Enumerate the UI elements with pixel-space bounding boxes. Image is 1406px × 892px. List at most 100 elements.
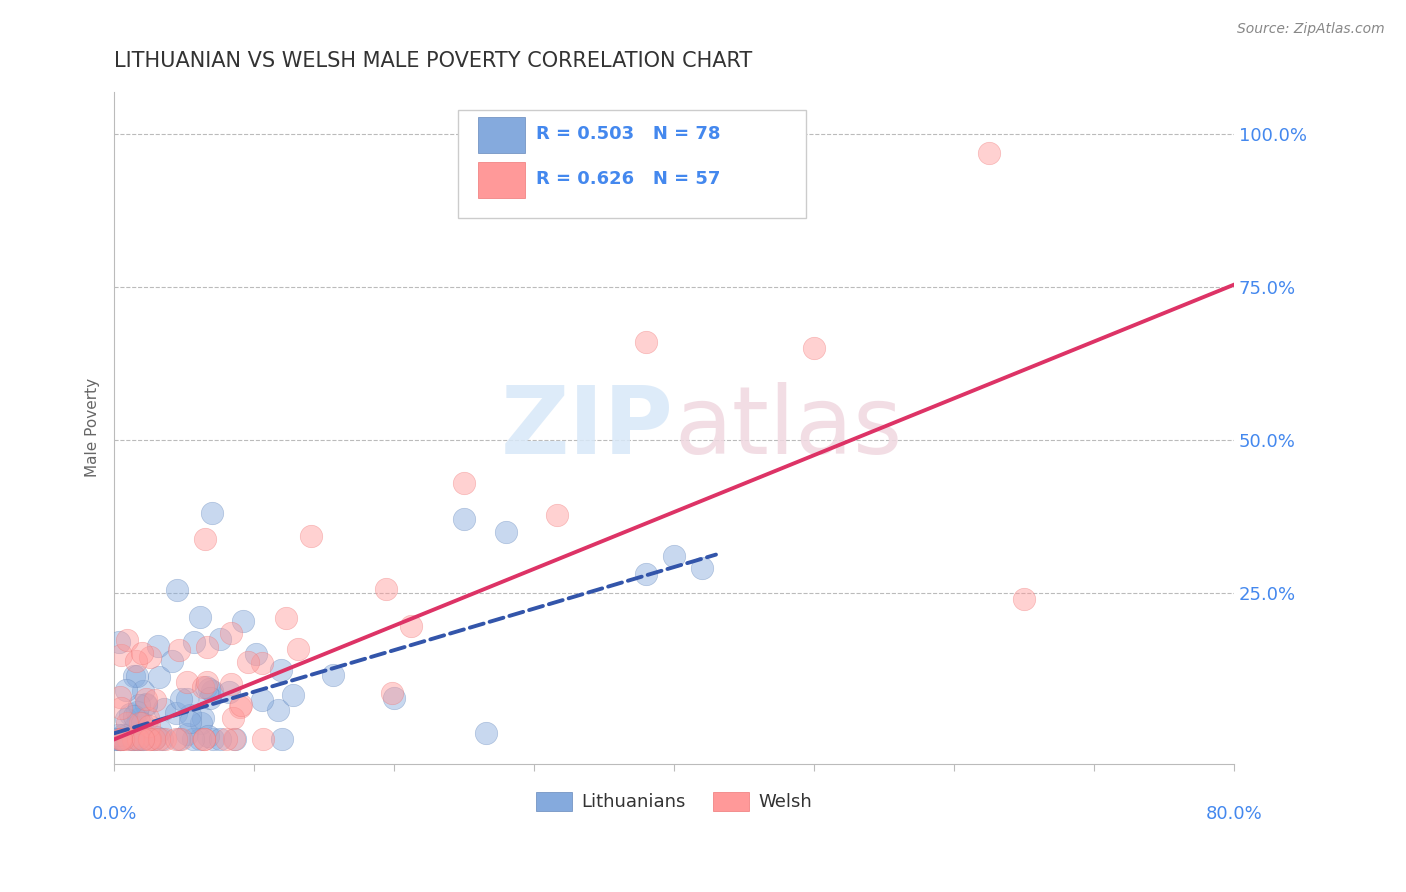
Point [135,697,157,711]
Point [115,683,138,698]
Point [287,642,309,657]
Point [270,663,292,677]
Point [139,650,162,665]
Point [120,732,142,747]
Point [132,732,155,747]
Point [108,690,131,704]
Point [662,549,685,563]
Point [546,508,568,522]
Point [453,512,475,526]
Text: 80.0%: 80.0% [1205,805,1263,823]
Point [271,732,294,747]
Point [138,719,160,733]
Point [150,732,173,747]
Point [131,646,153,660]
Point [104,732,127,747]
Point [148,670,170,684]
Point [166,583,188,598]
Point [634,335,657,350]
Point [374,582,396,596]
Point [125,654,148,668]
Point [495,524,517,539]
Point [131,728,153,742]
Point [190,609,212,624]
Point [143,732,166,747]
Point [198,681,221,696]
Y-axis label: Male Poverty: Male Poverty [86,378,100,477]
Point [131,715,153,730]
Point [218,684,240,698]
Point [274,611,297,625]
Point [128,698,150,713]
Point [200,691,222,706]
Point [224,732,246,747]
Point [191,680,214,694]
Point [170,692,193,706]
Point [222,732,245,747]
Point [281,688,304,702]
Point [117,732,139,747]
Point [125,705,148,719]
Point [110,648,132,663]
Point [382,690,405,705]
Point [111,732,134,747]
Point [266,703,288,717]
Point [108,732,131,747]
FancyBboxPatch shape [478,117,524,153]
Point [188,732,211,747]
Point [176,692,198,706]
Point [236,655,259,669]
Point [179,707,201,722]
Point [208,632,231,646]
Point [145,730,167,744]
Point [190,716,212,731]
Point [142,732,165,747]
Point [149,723,172,738]
Point [299,529,322,543]
Point [322,668,344,682]
Point [193,732,215,747]
Point [1012,591,1035,606]
Point [110,701,132,715]
Point [143,693,166,707]
Text: ZIP: ZIP [501,382,673,474]
Point [167,732,190,747]
Point [200,683,222,698]
Text: Source: ZipAtlas.com: Source: ZipAtlas.com [1237,22,1385,37]
Point [160,654,183,668]
Point [219,677,242,691]
Point [122,709,145,723]
Point [110,732,132,747]
Point [135,691,157,706]
Point [193,732,215,747]
Point [153,732,176,747]
Point [129,715,152,730]
Point [195,640,218,654]
Point [208,732,231,747]
Point [108,635,131,649]
Point [108,732,131,747]
Point [127,732,149,747]
Point [690,561,713,575]
Point [132,684,155,698]
Legend: Lithuanians, Welsh: Lithuanians, Welsh [529,784,818,819]
Point [399,619,422,633]
Point [183,635,205,649]
Point [250,656,273,670]
Point [194,533,217,547]
Point [108,732,131,747]
Point [128,731,150,746]
Point [231,698,253,712]
Point [232,614,254,628]
Point [181,732,204,747]
Point [229,699,252,714]
Text: 0.0%: 0.0% [91,805,136,823]
Point [165,732,187,747]
Point [122,732,145,747]
Text: atlas: atlas [673,382,903,474]
Point [148,732,170,747]
Point [169,643,191,657]
Point [152,701,174,715]
Point [197,730,219,744]
Point [453,475,475,490]
